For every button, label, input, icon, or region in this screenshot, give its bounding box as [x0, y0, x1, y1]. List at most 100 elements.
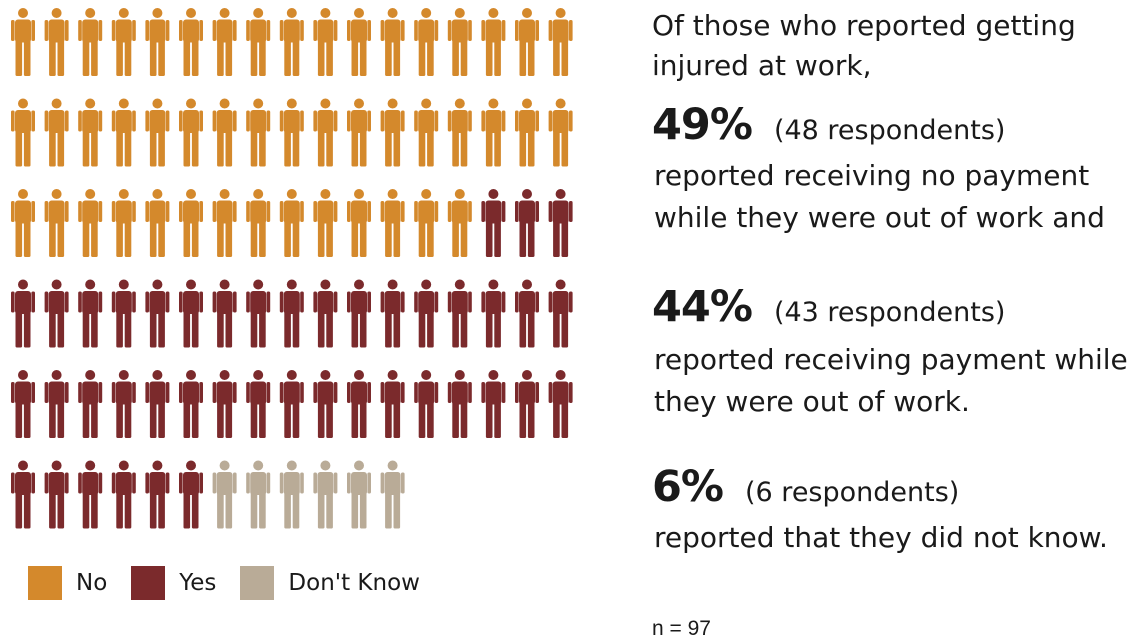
- person-icon-yes: [246, 370, 271, 438]
- person-icon-yes: [11, 370, 35, 438]
- person-icon-yes: [11, 460, 35, 529]
- person-icon-dont-know: [347, 460, 371, 529]
- person-icon-no: [246, 98, 271, 167]
- person-icon-yes: [515, 370, 539, 438]
- person-icon-no: [246, 189, 271, 257]
- person-icon-yes: [44, 370, 69, 438]
- person-icon-no: [447, 189, 472, 257]
- person-icon-no: [548, 98, 573, 167]
- person-icon-no: [212, 189, 237, 257]
- person-icon-no: [380, 98, 405, 167]
- person-icon-no: [414, 8, 439, 76]
- person-icon-yes: [111, 370, 136, 438]
- stat-payment-description: reported receiving payment while they we…: [654, 343, 1128, 418]
- person-icon-no: [313, 98, 338, 167]
- legend: No Yes Don't Know: [28, 566, 444, 600]
- person-icon-no: [347, 98, 371, 167]
- person-icon-no: [515, 98, 539, 167]
- person-icon-yes: [179, 460, 203, 529]
- stat-no-payment-description: reported receiving no payment while they…: [654, 159, 1105, 234]
- person-icon-yes: [515, 189, 539, 257]
- legend-item-no: No: [28, 566, 107, 600]
- person-icon-dont-know: [380, 460, 405, 529]
- person-icon-no: [447, 98, 472, 167]
- stat-dont-know-header: 6% (6 respondents): [652, 462, 959, 512]
- person-icon-yes: [313, 279, 338, 348]
- legend-swatch-yes: [131, 566, 166, 600]
- legend-swatch-dont-know: [240, 566, 275, 600]
- person-icon-no: [111, 98, 136, 167]
- person-icon-yes: [145, 279, 170, 348]
- person-icon-yes: [481, 279, 506, 348]
- person-icon-yes: [481, 189, 506, 257]
- person-icon-dont-know: [212, 460, 237, 529]
- person-icon-no: [380, 189, 405, 257]
- person-icon-no: [212, 8, 237, 76]
- person-icon-no: [279, 98, 304, 167]
- person-icon-dont-know: [279, 460, 304, 529]
- person-icon-no: [111, 8, 136, 76]
- person-icon-no: [414, 189, 439, 257]
- person-icon-no: [515, 8, 539, 76]
- person-icon-no: [313, 189, 338, 257]
- stat-payment-percent: 44%: [652, 282, 753, 332]
- person-icon-yes: [78, 460, 103, 529]
- person-icon-no: [179, 98, 203, 167]
- person-icon-yes: [44, 279, 69, 348]
- stat-no-payment-percent: 49%: [652, 100, 753, 150]
- person-icon-no: [111, 189, 136, 257]
- stat-dont-know-percent: 6%: [652, 462, 724, 512]
- person-icon-no: [481, 98, 506, 167]
- stat-payment-count: (43 respondents): [773, 297, 1006, 328]
- person-icon-yes: [179, 370, 203, 438]
- person-icon-yes: [212, 370, 237, 438]
- intro-text: Of those who reported getting injured at…: [652, 9, 1076, 82]
- person-icon-no: [44, 189, 69, 257]
- person-icon-no: [145, 189, 170, 257]
- person-icon-yes: [246, 279, 271, 348]
- person-icon-no: [279, 8, 304, 76]
- person-icon-dont-know: [313, 460, 338, 529]
- stat-dont-know-count: (6 respondents): [745, 477, 960, 508]
- person-icon-yes: [313, 370, 338, 438]
- person-icon-yes: [145, 460, 170, 529]
- person-icon-no: [246, 8, 271, 76]
- person-icon-no: [481, 8, 506, 76]
- person-icon-yes: [447, 279, 472, 348]
- stat-no-payment-header: 49% (48 respondents): [652, 100, 1005, 150]
- person-icon-no: [212, 98, 237, 167]
- legend-item-dont-know: Don't Know: [240, 566, 420, 600]
- person-icon-yes: [548, 189, 573, 257]
- person-icon-yes: [414, 279, 439, 348]
- person-icon-yes: [481, 370, 506, 438]
- person-icon-no: [44, 98, 69, 167]
- person-icon-yes: [44, 460, 69, 529]
- person-icon-yes: [548, 370, 573, 438]
- stat-dont-know-description: reported that they did not know.: [654, 521, 1108, 554]
- legend-label-dont-know: Don't Know: [288, 570, 420, 596]
- person-icon-yes: [11, 279, 35, 348]
- person-icon-no: [78, 189, 103, 257]
- person-icon-no: [179, 8, 203, 76]
- pictogram-chart: [11, 8, 573, 529]
- person-icon-no: [313, 8, 338, 76]
- person-icon-no: [347, 8, 371, 76]
- person-icon-no: [279, 189, 304, 257]
- person-icon-no: [145, 98, 170, 167]
- person-icon-no: [11, 8, 35, 76]
- legend-label-no: No: [76, 570, 108, 596]
- person-icon-yes: [78, 279, 103, 348]
- person-icon-no: [44, 8, 69, 76]
- person-icon-yes: [179, 279, 203, 348]
- person-icon-yes: [279, 279, 304, 348]
- legend-label-yes: Yes: [179, 570, 217, 596]
- person-icon-no: [380, 8, 405, 76]
- person-icon-dont-know: [246, 460, 271, 529]
- person-icon-yes: [78, 370, 103, 438]
- person-icon-no: [548, 8, 573, 76]
- person-icon-no: [78, 98, 103, 167]
- legend-swatch-no: [28, 566, 62, 600]
- stat-payment-header: 44% (43 respondents): [652, 282, 1005, 332]
- person-icon-yes: [515, 279, 539, 348]
- person-icon-yes: [380, 279, 405, 348]
